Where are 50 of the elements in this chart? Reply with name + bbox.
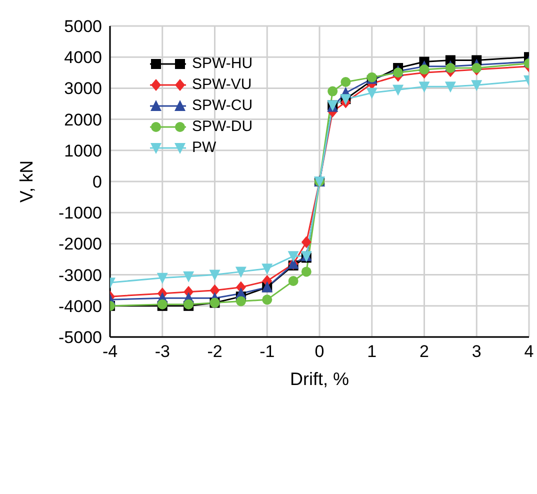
y-tick-label: 0 bbox=[92, 172, 102, 192]
x-tick-label: -2 bbox=[207, 342, 222, 362]
x-tick-label: -4 bbox=[102, 342, 118, 362]
x-axis-title: Drift, % bbox=[290, 369, 350, 389]
point bbox=[445, 62, 456, 73]
y-tick-label: 1000 bbox=[64, 141, 102, 160]
y-tick-label: -5000 bbox=[58, 328, 102, 348]
point bbox=[209, 270, 220, 281]
point bbox=[210, 284, 220, 296]
point bbox=[301, 236, 312, 248]
y-axis-title: V, kN bbox=[16, 160, 36, 203]
y-tick-label: 2000 bbox=[64, 110, 102, 130]
y-tick-label: -4000 bbox=[58, 296, 102, 316]
point bbox=[471, 80, 482, 92]
legend-label: SPW-HU bbox=[192, 55, 253, 72]
point bbox=[366, 88, 378, 99]
point bbox=[419, 64, 430, 75]
y-tick-label: 5000 bbox=[64, 17, 102, 36]
point bbox=[472, 62, 482, 73]
point bbox=[301, 266, 312, 277]
x-tick-label: 1 bbox=[367, 342, 377, 362]
y-tick-label: -1000 bbox=[58, 204, 102, 223]
x-tick-label: -3 bbox=[154, 342, 170, 362]
point bbox=[328, 86, 338, 96]
point bbox=[393, 68, 404, 78]
point bbox=[288, 276, 298, 286]
x-tick-label: 4 bbox=[524, 342, 534, 362]
y-tick-label: -3000 bbox=[58, 266, 102, 285]
x-tick-label: 2 bbox=[420, 342, 429, 362]
point bbox=[156, 272, 168, 284]
point bbox=[262, 264, 273, 275]
y-tick-label: 3000 bbox=[64, 79, 102, 98]
point bbox=[235, 266, 246, 278]
legend-label: SPW-VU bbox=[192, 76, 252, 93]
y-tick-label: -2000 bbox=[58, 234, 102, 254]
point bbox=[288, 251, 299, 262]
x-tick-label: 3 bbox=[472, 342, 482, 362]
x-tick-label: 0 bbox=[314, 342, 324, 362]
point bbox=[262, 294, 272, 305]
legend-label: SPW-CU bbox=[192, 97, 253, 114]
x-tick-label: -1 bbox=[260, 342, 275, 362]
point bbox=[340, 76, 351, 87]
point bbox=[444, 82, 456, 93]
point bbox=[236, 296, 246, 306]
point bbox=[183, 271, 194, 282]
point bbox=[418, 82, 430, 93]
y-tick-label: 4000 bbox=[64, 48, 102, 68]
legend-label: PW bbox=[192, 139, 216, 156]
point bbox=[392, 84, 404, 96]
legend-label: SPW-DU bbox=[192, 118, 253, 135]
